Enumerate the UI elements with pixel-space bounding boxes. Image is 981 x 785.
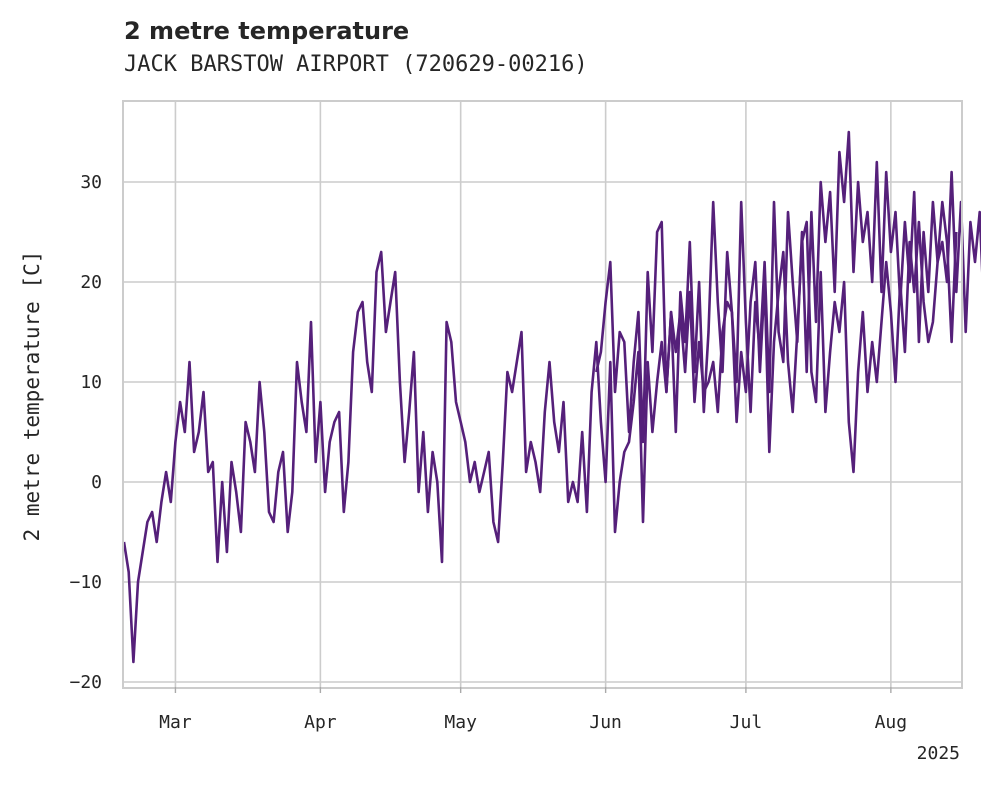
x-tick-label: Mar [159, 712, 192, 733]
y-tick-label: 10 [80, 372, 102, 393]
series-segment [595, 130, 981, 444]
x-axis-year-label: 2025 [917, 743, 960, 764]
y-tick-label: −10 [69, 572, 102, 593]
x-tick-label: Jul [730, 712, 763, 733]
x-tick-label: Aug [875, 712, 908, 733]
y-tick-label: 20 [80, 272, 102, 293]
y-tick-label: 0 [91, 472, 102, 493]
plot-frame [122, 100, 963, 689]
x-tick-label: Apr [304, 712, 337, 733]
y-tick-label: 30 [80, 172, 102, 193]
series-segment [122, 200, 958, 664]
x-tick-label: May [444, 712, 477, 733]
y-tick-label: −20 [69, 672, 102, 693]
chart-subtitle: JACK BARSTOW AIRPORT (720629-00216) [124, 52, 588, 77]
series-line [122, 130, 981, 664]
tick-labels: −20 −10 0 10 20 30 Mar Apr May Jun Jul Aug [69, 172, 907, 733]
x-tick-label: Jun [589, 712, 622, 733]
grid-lines [124, 102, 961, 687]
y-axis-label: 2 metre temperature [C] [20, 251, 44, 542]
chart-title: 2 metre temperature [124, 17, 410, 45]
